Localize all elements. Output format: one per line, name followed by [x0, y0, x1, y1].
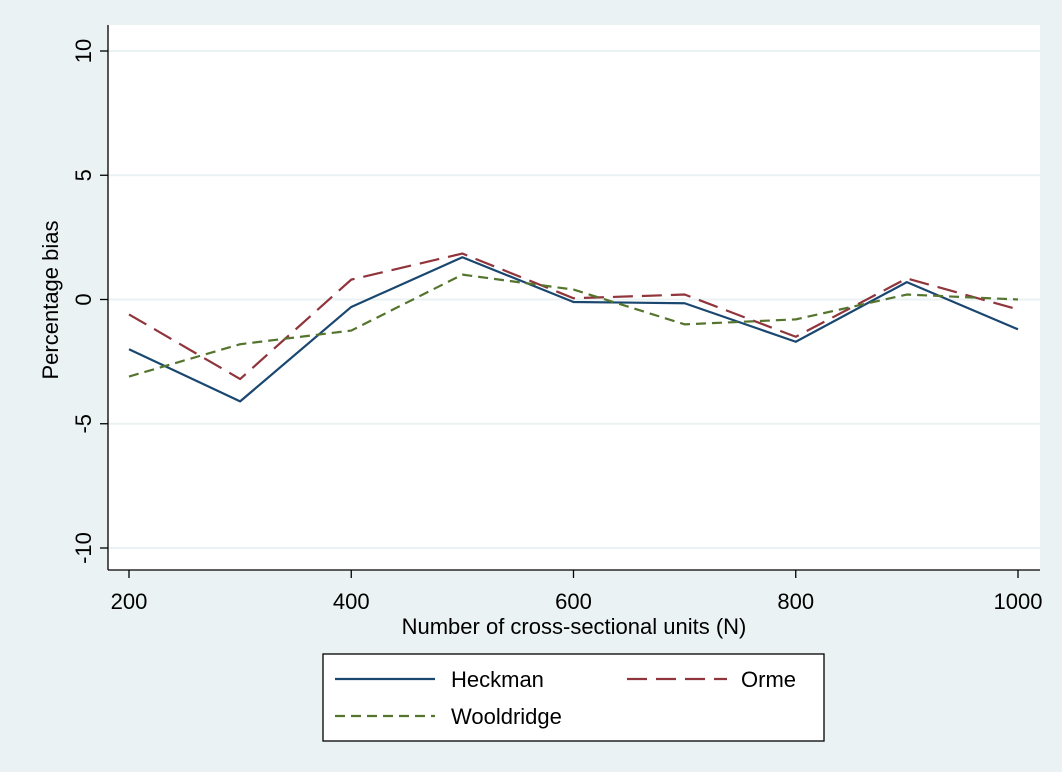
- x-tick-label: 1000: [994, 589, 1043, 614]
- y-tick-label: -10: [71, 532, 96, 564]
- y-axis-label: Percentage bias: [38, 221, 63, 380]
- x-axis-label: Number of cross-sectional units (N): [402, 614, 747, 639]
- x-tick-label: 800: [777, 589, 814, 614]
- gridlines: [109, 50, 1040, 549]
- y-tick-label: 5: [71, 169, 96, 181]
- x-tick-label: 600: [555, 589, 592, 614]
- legend-box: [322, 653, 825, 742]
- legend: Heckman Orme Wooldridge: [322, 653, 825, 742]
- legend-label-orme: Orme: [741, 667, 796, 692]
- legend-label-wooldridge: Wooldridge: [451, 704, 562, 729]
- y-tick-label: 0: [71, 293, 96, 305]
- y-tick-label: -5: [71, 414, 96, 434]
- legend-label-heckman: Heckman: [451, 667, 544, 692]
- y-tick-label: 10: [71, 39, 96, 63]
- axes: -10 -5 0 5 10 200 400 600 800 1000: [71, 25, 1042, 614]
- x-tick-label: 400: [333, 589, 370, 614]
- series-line-heckman: [128, 256, 1019, 403]
- series-line-wooldridge: [128, 273, 1019, 378]
- x-tick-label: 200: [111, 589, 148, 614]
- series-line-orme: [128, 252, 1019, 381]
- series-lines: [128, 252, 1019, 403]
